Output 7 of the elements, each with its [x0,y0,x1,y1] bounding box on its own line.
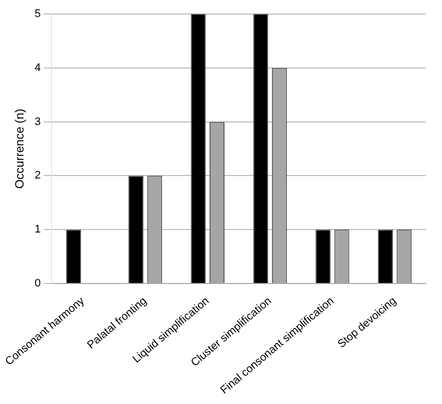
y-tick-label: 1 [34,224,41,236]
y-axis-title: Occurrence (n) [12,108,27,189]
y-tick-label: 2 [34,170,41,182]
y-tick-label: 4 [34,62,41,74]
y-tick-label: 0 [34,278,41,290]
y-tick-label: 3 [34,116,41,128]
y-tick-label: 5 [34,8,41,20]
